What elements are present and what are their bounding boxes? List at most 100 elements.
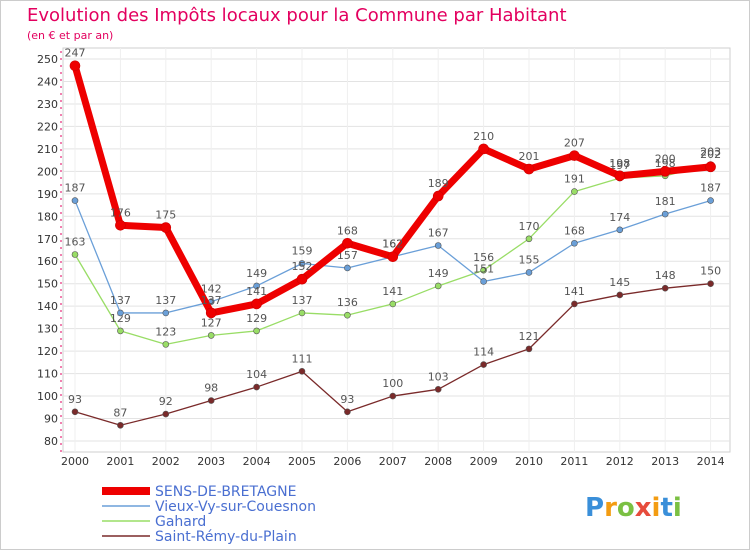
data-point bbox=[432, 190, 444, 202]
logo-letter: x bbox=[635, 493, 652, 523]
data-label: 104 bbox=[246, 368, 267, 381]
data-point bbox=[298, 368, 306, 375]
logo-letter: i bbox=[652, 493, 661, 523]
data-label: 207 bbox=[564, 137, 585, 150]
data-point bbox=[115, 219, 126, 231]
data-label: 137 bbox=[155, 294, 176, 307]
x-tick-label: 2007 bbox=[379, 455, 407, 468]
x-tick-label: 2011 bbox=[560, 455, 588, 468]
data-point bbox=[571, 239, 578, 247]
data-label: 111 bbox=[292, 352, 313, 365]
data-label: 149 bbox=[246, 267, 267, 280]
data-point bbox=[344, 408, 351, 416]
logo-letter: i bbox=[673, 493, 682, 523]
y-tick-label: 120 bbox=[37, 345, 58, 358]
data-label: 141 bbox=[382, 285, 403, 298]
x-tick-label: 2004 bbox=[243, 455, 271, 468]
data-label: 93 bbox=[68, 393, 82, 406]
data-label: 141 bbox=[564, 285, 585, 298]
data-point bbox=[253, 383, 260, 391]
data-point bbox=[434, 242, 442, 249]
data-point bbox=[71, 408, 79, 416]
y-tick-label: 90 bbox=[44, 413, 58, 426]
x-tick-label: 2001 bbox=[106, 455, 134, 468]
x-tick-label: 2012 bbox=[606, 455, 634, 468]
legend-label: Saint-Rémy-du-Plain bbox=[155, 529, 297, 545]
data-point bbox=[389, 392, 397, 400]
data-label: 87 bbox=[113, 406, 127, 419]
data-label: 187 bbox=[65, 182, 86, 195]
data-label: 181 bbox=[655, 195, 676, 208]
x-tick-label: 2003 bbox=[197, 455, 225, 468]
data-label: 159 bbox=[292, 244, 313, 257]
data-label: 203 bbox=[700, 146, 721, 159]
data-label: 201 bbox=[519, 150, 540, 163]
data-label: 92 bbox=[159, 395, 173, 408]
grid bbox=[63, 48, 730, 452]
data-label: 103 bbox=[428, 370, 449, 383]
y-tick-label: 180 bbox=[37, 210, 58, 223]
data-label: 156 bbox=[473, 251, 494, 264]
series-group: 93 87 92 98 104 111 93 100 103 114 121 141 145 148 150… bbox=[65, 47, 721, 429]
data-label: 145 bbox=[609, 276, 630, 289]
data-label: 93 bbox=[340, 393, 354, 406]
logo-letter: t bbox=[660, 493, 672, 523]
x-tick-label: 2006 bbox=[333, 455, 361, 468]
data-label: 210 bbox=[473, 130, 494, 143]
y-axis: 80 90 100 110 120 130 140 150 160 170 180 190 200 210… bbox=[37, 51, 62, 452]
data-label: 137 bbox=[292, 294, 313, 307]
y-tick-label: 190 bbox=[37, 188, 58, 201]
data-point bbox=[478, 143, 489, 155]
y-tick-label: 100 bbox=[37, 390, 58, 403]
data-point bbox=[480, 278, 487, 285]
x-tick-label: 2010 bbox=[515, 455, 543, 468]
data-point bbox=[616, 226, 624, 234]
data-label: 142 bbox=[201, 283, 222, 296]
data-point bbox=[253, 282, 260, 290]
data-point bbox=[69, 60, 81, 72]
x-tick-label: 2014 bbox=[697, 455, 725, 468]
data-label: 176 bbox=[110, 206, 131, 219]
data-label: 174 bbox=[609, 211, 630, 224]
data-point bbox=[344, 264, 351, 272]
y-tick-label: 160 bbox=[37, 255, 58, 268]
data-label: 167 bbox=[428, 227, 449, 240]
data-point bbox=[251, 298, 262, 310]
data-label: 137 bbox=[110, 294, 131, 307]
data-point bbox=[162, 410, 170, 418]
data-point bbox=[525, 235, 533, 243]
data-point bbox=[480, 266, 487, 274]
data-label: 247 bbox=[65, 47, 86, 60]
data-label: 121 bbox=[519, 330, 540, 343]
data-label: 127 bbox=[201, 316, 222, 329]
data-point bbox=[298, 309, 306, 317]
data-point bbox=[117, 421, 124, 429]
data-point bbox=[389, 300, 397, 308]
x-tick-label: 2008 bbox=[424, 455, 452, 468]
data-point bbox=[434, 282, 442, 290]
data-label: 149 bbox=[428, 267, 449, 280]
data-label: 136 bbox=[337, 296, 358, 309]
legend-label: SENS-DE-BRETAGNE bbox=[155, 484, 296, 500]
y-tick-label: 210 bbox=[37, 143, 58, 156]
data-point bbox=[296, 273, 308, 285]
data-point bbox=[707, 280, 714, 288]
y-tick-label: 170 bbox=[37, 233, 58, 246]
legend: SENS-DE-BRETAGNEVieux-Vy-sur-CouesnonGah… bbox=[102, 484, 316, 545]
data-label: 129 bbox=[246, 312, 267, 325]
chart-title: Evolution des Impôts locaux pour la Comm… bbox=[27, 5, 567, 26]
data-point bbox=[162, 309, 170, 317]
data-label: 148 bbox=[655, 269, 676, 282]
data-label: 98 bbox=[204, 382, 218, 395]
data-label: 150 bbox=[700, 265, 721, 278]
data-label: 175 bbox=[155, 209, 176, 222]
x-tick-label: 2005 bbox=[288, 455, 316, 468]
data-point bbox=[480, 361, 487, 368]
data-point bbox=[71, 251, 79, 258]
x-axis: 2000 2001 2002 2003 2004 2005 2006 2007 2008 2009… bbox=[61, 455, 725, 468]
data-label: 170 bbox=[519, 220, 540, 233]
data-point bbox=[71, 197, 79, 204]
data-point bbox=[707, 197, 714, 204]
